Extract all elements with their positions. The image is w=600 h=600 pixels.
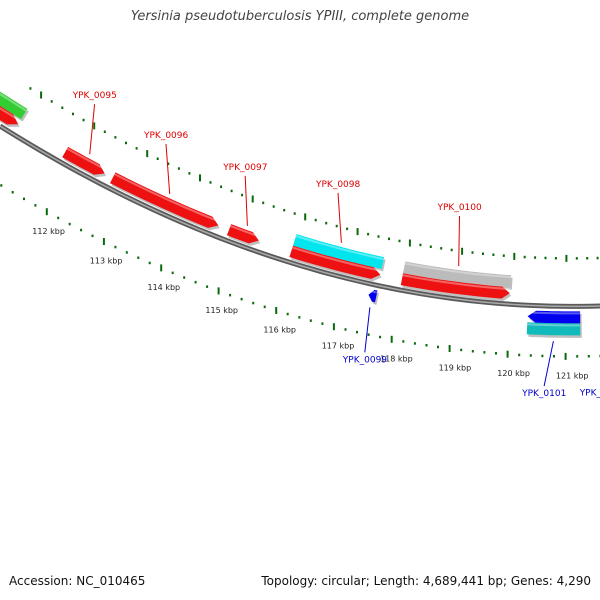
gene-label-ypk_0098[interactable]: YPK_0098 (315, 180, 361, 190)
kbp-label: 116 kbp (263, 326, 296, 335)
gene-label-ypk_0095[interactable]: YPK_0095 (72, 91, 117, 101)
gene-left-green-feature[interactable] (0, 89, 28, 120)
gene-label-ypk_0099[interactable]: YPK_0099 (342, 355, 388, 365)
YPK_0098-gene-leader (337, 192, 342, 243)
YPK_0101-cds-feature[interactable] (527, 310, 581, 324)
YPK_0098-cds-highlight (292, 246, 382, 272)
kbp-label: 119 kbp (439, 364, 472, 373)
YPK_0095-leader (89, 104, 96, 155)
YPK_0100-gene-leader (458, 215, 460, 267)
kbp-label: 117 kbp (322, 342, 355, 351)
YPK_0098-cds-feature[interactable] (289, 245, 381, 279)
YPK_0099-highlight (369, 289, 378, 294)
accession-label: Accession: NC_010465 (9, 574, 146, 588)
gene-label-ypk_0097[interactable]: YPK_0097 (222, 163, 267, 173)
genome-backbone-highlight (0, 125, 600, 308)
YPK_0101-gene-leader (543, 341, 554, 387)
kbp-label: 120 kbp (497, 369, 530, 378)
YPK_0100-cds-feature[interactable] (400, 273, 510, 299)
YPK_0099-feature[interactable] (368, 289, 378, 303)
YPK_0101-gene-feature[interactable] (526, 322, 581, 336)
gene-label-ypk_0100[interactable]: YPK_0100 (437, 203, 483, 213)
YPK_0100-gene-feature[interactable] (403, 261, 512, 288)
map-title: Yersinia pseudotuberculosis YPIII, compl… (130, 9, 470, 24)
YPK_0099-leader (364, 307, 371, 353)
YPK_0097-feature[interactable] (226, 224, 259, 244)
gene-label-ypk_0102[interactable]: YPK_0102 (579, 389, 600, 399)
gene-left-green-highlight (0, 92, 27, 112)
gene-label-ypk_0101[interactable]: YPK_0101 (521, 389, 566, 399)
YPK_0100-cds-highlight (402, 274, 511, 291)
kbp-label: 113 kbp (90, 257, 123, 266)
YPK_0101-cds-highlight (527, 311, 581, 315)
gene-label-ypk_0096[interactable]: YPK_0096 (143, 131, 189, 141)
YPK_0096-highlight (114, 173, 221, 223)
YPK_0096-leader (165, 143, 171, 195)
YPK_0096-feature[interactable] (110, 172, 219, 228)
cds-left-red-feature[interactable] (0, 99, 18, 125)
kbp-label: 121 kbp (556, 371, 589, 380)
cds-left-red-highlight (0, 107, 21, 122)
YPK_0101-gene-highlight (527, 323, 581, 327)
kbp-label: 115 kbp (205, 306, 238, 315)
YPK_0095-highlight (66, 147, 107, 171)
kbp-label: 112 kbp (32, 227, 65, 236)
YPK_0095-feature[interactable] (62, 146, 105, 175)
YPK_0100-gene-highlight (404, 262, 512, 279)
YPK_0097-leader (244, 175, 248, 226)
topology-label: Topology: circular; Length: 4,689,441 bp… (261, 574, 591, 588)
YPK_0097-highlight (230, 225, 261, 238)
YPK_0098-gene-feature[interactable] (293, 234, 385, 269)
kbp-label: 118 kbp (380, 354, 413, 363)
YPK_0098-gene-highlight (295, 235, 384, 261)
kbp-label: 114 kbp (148, 283, 181, 292)
